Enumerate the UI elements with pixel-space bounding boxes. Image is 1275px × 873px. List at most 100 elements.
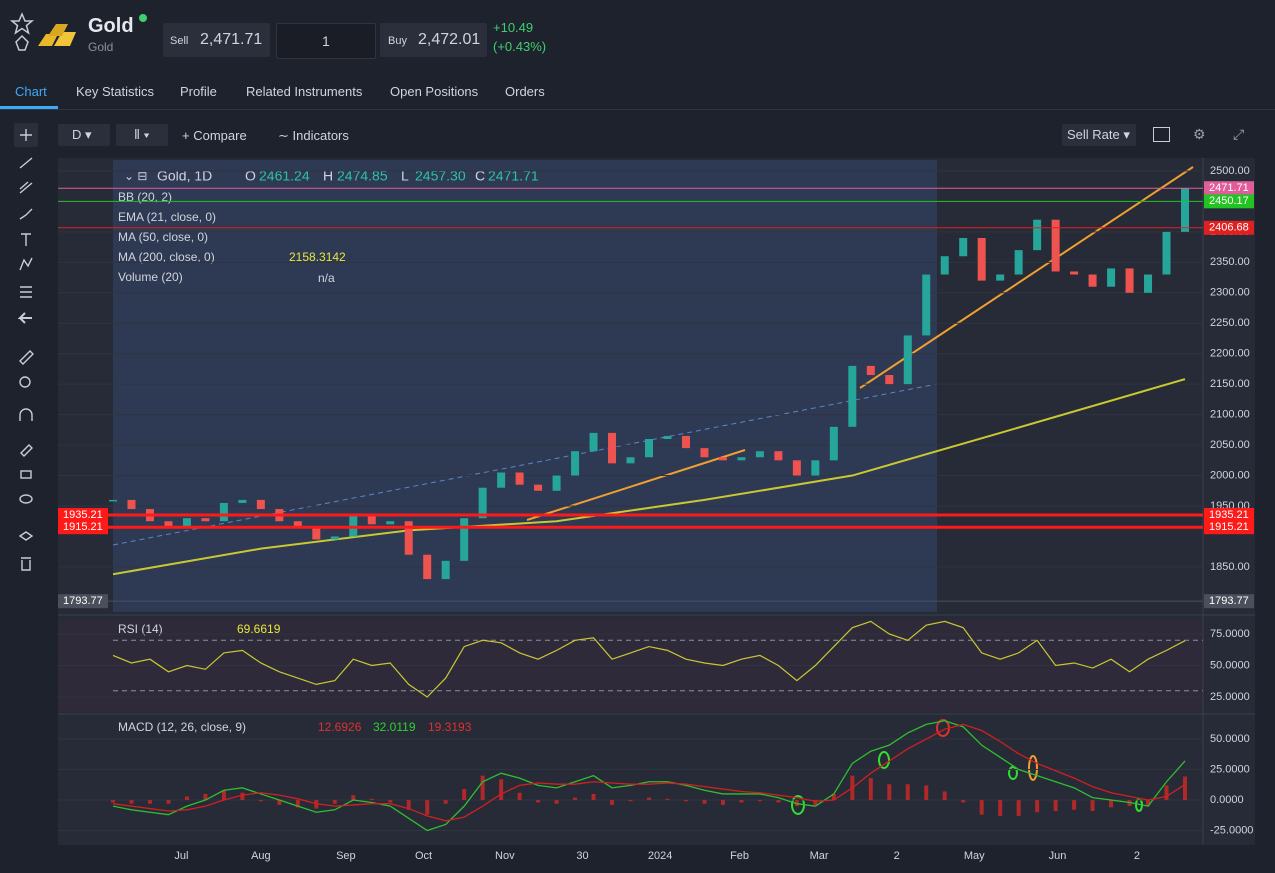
study-label[interactable]: BB (20, 2) [118, 190, 172, 204]
candle [367, 515, 376, 525]
candle [866, 365, 875, 376]
rate-select[interactable]: Sell Rate ▾ [1062, 124, 1136, 146]
indicators-button[interactable]: ∼ Indicators [278, 128, 349, 143]
draw-mode-tool[interactable] [20, 444, 33, 457]
pattern-tool[interactable] [19, 257, 33, 271]
change: +10.49 [493, 20, 534, 35]
price-badge [1204, 194, 1254, 209]
trendline [526, 449, 746, 521]
measure-tool[interactable] [19, 350, 34, 365]
visibility-tool[interactable] [19, 494, 33, 504]
histogram-bar [757, 800, 762, 802]
candle [330, 536, 339, 540]
histogram-bar [1164, 785, 1169, 801]
candle [1181, 188, 1189, 232]
macd-value: 12.6926 [318, 720, 362, 734]
tab[interactable]: Profile [180, 84, 217, 99]
y-tick-label: 2000.00 [1210, 469, 1250, 481]
lock-tool[interactable] [20, 470, 32, 479]
candle [829, 426, 838, 461]
candle [811, 460, 820, 476]
crosshair-tool[interactable] [20, 129, 32, 141]
price-badge [1204, 181, 1254, 196]
study-label[interactable]: MA (50, close, 0) [118, 230, 208, 244]
y-tick-label: -25.0000 [1210, 824, 1253, 836]
candle [718, 457, 727, 461]
compare-label: Compare [193, 128, 247, 143]
study-label[interactable]: EMA (21, close, 0) [118, 210, 216, 224]
candle [700, 448, 709, 458]
histogram-bar [425, 800, 430, 815]
study-value: 2158.3142 [289, 250, 346, 264]
histogram-bar [905, 784, 910, 801]
candle [534, 484, 543, 491]
buy-box[interactable]: Buy 2,472.01 [380, 23, 487, 57]
histogram-bar [388, 800, 393, 803]
legend-symbol: Gold, 1D [157, 168, 212, 184]
legend-open-label: O [245, 168, 256, 184]
annotations [791, 719, 1143, 815]
histogram-bar [720, 800, 725, 805]
settings-button[interactable]: ⚙ [1193, 126, 1206, 142]
candle [903, 335, 912, 385]
histogram-bar [610, 800, 615, 805]
fib-tool[interactable] [20, 286, 32, 298]
favorite-icon[interactable] [10, 12, 35, 35]
pitchfork-tool[interactable] [19, 208, 33, 220]
histogram-bar [462, 789, 467, 801]
tab[interactable]: Related Instruments [246, 84, 363, 99]
interval-select[interactable]: D ▾ [58, 124, 110, 146]
price-badge [58, 594, 108, 609]
tab[interactable]: Orders [505, 84, 545, 99]
gold-bar-icon [48, 24, 68, 36]
candle [589, 432, 598, 452]
legend-icons[interactable]: ⌄ ⊟ [124, 169, 147, 183]
candle [922, 274, 931, 336]
study-label[interactable]: MA (200, close, 0) [118, 250, 215, 264]
candle [312, 527, 321, 540]
chart-type-select[interactable]: ⫴ ▾ [116, 124, 168, 146]
rate-label: Sell Rate [1067, 127, 1120, 142]
x-tick-label: 2024 [648, 850, 672, 862]
y-tick-label: 50.0000 [1210, 733, 1250, 745]
histogram-bar [868, 778, 873, 801]
y-tick-label: 2250.00 [1210, 317, 1250, 329]
tab[interactable]: Chart [15, 84, 47, 99]
tab[interactable]: Key Statistics [76, 84, 155, 99]
price-badge [1204, 520, 1254, 535]
x-tick-label: Nov [495, 850, 515, 862]
sell-label: Sell [170, 35, 189, 47]
zoom-tool[interactable] [19, 376, 31, 388]
delete-tool[interactable] [21, 557, 31, 571]
ma-line [112, 378, 1186, 576]
histogram-bar [480, 775, 485, 801]
y-tick-label: 25.0000 [1210, 763, 1250, 775]
y-tick-label: 25.0000 [1210, 691, 1250, 703]
legend-close-label: C [475, 168, 485, 184]
macd-label[interactable]: MACD (12, 26, close, 9) [118, 720, 246, 734]
histogram-bar [1183, 776, 1187, 801]
candle [663, 435, 672, 439]
sell-box[interactable]: Sell 2,471.71 [163, 23, 270, 57]
alert-icon[interactable] [15, 34, 29, 51]
rsi-label[interactable]: RSI (14) [118, 622, 163, 636]
compare-button[interactable]: + Compare [182, 128, 247, 143]
fullscreen-button[interactable]: ⤢ [1233, 126, 1245, 142]
x-tick-label: Jun [1049, 850, 1067, 862]
price-badge-label: 2471.71 [1209, 182, 1249, 194]
candle [441, 560, 450, 580]
quantity-box[interactable]: 1 [276, 23, 376, 59]
candle [996, 274, 1005, 281]
magnet-tool[interactable] [19, 408, 33, 421]
text-tool[interactable] [21, 233, 31, 246]
status-dot [139, 14, 147, 22]
indicators-label: Indicators [292, 128, 349, 143]
layers-tool[interactable] [18, 531, 34, 541]
tab[interactable]: Open Positions [390, 84, 479, 99]
trendline-tool[interactable] [19, 157, 33, 169]
channel-tool[interactable] [19, 181, 33, 194]
back-tool[interactable] [17, 312, 32, 324]
candle [755, 451, 764, 458]
study-label[interactable]: Volume (20) [118, 270, 183, 284]
screenshot-button[interactable] [1153, 127, 1170, 142]
